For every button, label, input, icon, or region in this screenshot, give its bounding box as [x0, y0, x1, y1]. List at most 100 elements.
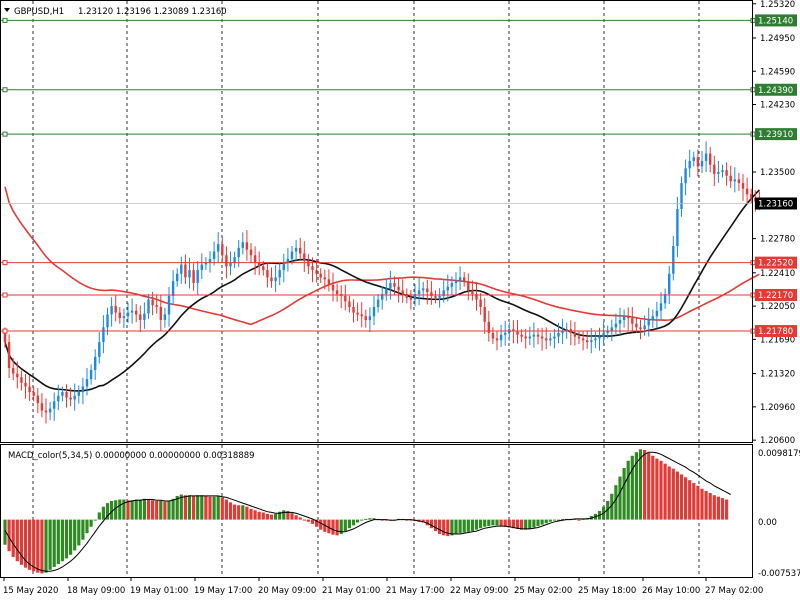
candle-body [36, 395, 39, 404]
candle-body [602, 332, 605, 337]
candle-body [450, 282, 454, 287]
macd-bar [151, 500, 155, 520]
macd-bar [134, 499, 138, 520]
candle-body [344, 295, 347, 302]
time-label: 27 May 02:00 [705, 586, 763, 596]
macd-bar [700, 488, 704, 520]
macd-bar [114, 500, 118, 520]
macd-bar [479, 519, 483, 529]
macd-bar [520, 519, 524, 530]
macd-bar [310, 519, 315, 524]
macd-bar [97, 512, 101, 520]
candle-body [368, 316, 372, 320]
candle-body [155, 305, 158, 308]
candle-body [196, 270, 199, 283]
candle-body [258, 262, 261, 267]
level-handle[interactable] [2, 260, 8, 266]
macd-tick-top: 0.0098179 [758, 449, 800, 459]
macd-bar [56, 519, 60, 565]
macd-bar [278, 511, 282, 520]
macd-bar [446, 519, 450, 537]
macd-bar [610, 493, 614, 520]
level-handle[interactable] [2, 17, 8, 23]
price-tick-label: 1.20960 [760, 403, 795, 413]
macd-bar [618, 476, 622, 520]
ma-slow-line [4, 186, 760, 326]
candle-body [143, 313, 146, 320]
time-label: 19 May 17:00 [194, 586, 252, 596]
candle-body [725, 170, 728, 176]
macd-bar [60, 519, 64, 562]
macd-bar [343, 519, 347, 532]
candle-body [225, 255, 228, 267]
ohlc-values: 1.23120 1.23196 1.23089 1.23160 [78, 7, 227, 17]
macd-bar [101, 506, 105, 520]
level-handle[interactable] [2, 328, 8, 334]
candle-body [372, 307, 376, 317]
level-tag-label: 1.22520 [758, 259, 793, 269]
macd-bar [368, 518, 372, 520]
macd-bar [634, 452, 638, 520]
candle-body [610, 327, 613, 332]
candle-body [65, 392, 68, 398]
candle-body [130, 310, 134, 313]
candle-body [745, 188, 749, 195]
macd-bar [175, 495, 179, 520]
candle-body [376, 299, 380, 308]
candle-body [700, 160, 704, 167]
candle-body [405, 294, 408, 298]
macd-bar [183, 495, 187, 520]
macd-label: MACD_color(5,34,5) 0.00000000 0.00000000… [8, 451, 255, 461]
candle-body [352, 307, 355, 313]
candle-body [176, 273, 179, 282]
macd-bar [483, 519, 487, 527]
candle-body [647, 319, 650, 326]
macd-bar [421, 519, 425, 523]
candle-body [159, 307, 162, 320]
macd-bar [716, 496, 720, 520]
macd-bar [626, 460, 630, 520]
candle-body [434, 295, 437, 298]
macd-bar [146, 499, 151, 520]
level-handle[interactable] [2, 87, 8, 93]
macd-bar [241, 505, 245, 520]
macd-bar [433, 519, 438, 532]
candle-body [294, 247, 298, 252]
candle-body [680, 183, 683, 210]
macd-bar [622, 467, 626, 520]
candle-body [709, 153, 712, 165]
symbol-label[interactable]: GBPUSD,H1 [14, 7, 64, 17]
macd-bar [7, 519, 11, 552]
macd-bar [187, 495, 192, 520]
level-tag [755, 256, 797, 269]
level-tag-label: 1.24390 [758, 86, 793, 96]
macd-bar [44, 519, 48, 573]
macd-bar [556, 519, 561, 521]
macd-bar [220, 497, 224, 520]
macd-bar [15, 519, 19, 562]
macd-bar [171, 498, 175, 520]
level-handle[interactable] [2, 131, 8, 137]
candle-body [81, 386, 85, 393]
time-label: 15 May 2020 [3, 586, 58, 596]
candle-body [696, 157, 700, 167]
candle-body [389, 282, 392, 289]
candle-body [245, 242, 249, 250]
candle-body [163, 314, 167, 320]
symbol-dropdown-icon[interactable] [4, 8, 10, 12]
macd-bar [204, 495, 208, 520]
candle-body [520, 334, 523, 337]
macd-bar [675, 471, 679, 520]
time-label: 20 May 09:00 [258, 586, 316, 596]
candle-body [151, 299, 154, 306]
time-label: 26 May 10:00 [642, 586, 700, 596]
candle-body [40, 403, 44, 411]
macd-bar [663, 463, 667, 520]
macd-bar [671, 468, 675, 520]
macd-bar [499, 519, 503, 527]
candle-body [28, 386, 31, 393]
candle-body [417, 290, 421, 295]
macd-bar [48, 519, 52, 570]
candle-body [135, 310, 138, 315]
level-handle[interactable] [2, 292, 8, 298]
